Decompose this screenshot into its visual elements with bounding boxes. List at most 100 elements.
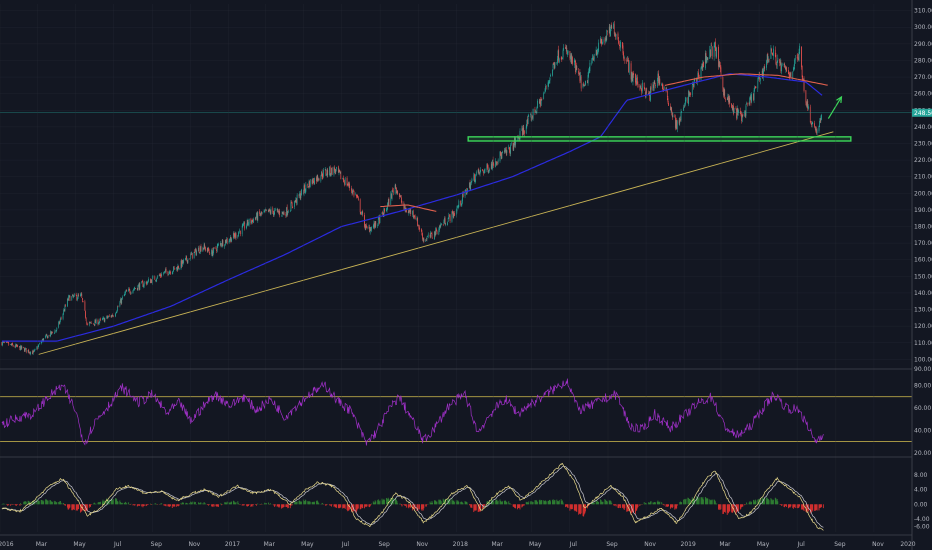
candle[interactable] bbox=[221, 240, 223, 246]
candle[interactable] bbox=[60, 318, 62, 319]
candle[interactable] bbox=[177, 265, 179, 271]
candle[interactable] bbox=[45, 335, 46, 338]
candle[interactable] bbox=[635, 74, 636, 83]
candle[interactable] bbox=[508, 146, 510, 150]
candle[interactable] bbox=[47, 335, 48, 339]
candle[interactable] bbox=[696, 78, 698, 83]
candle[interactable] bbox=[487, 164, 488, 168]
candle[interactable] bbox=[62, 313, 64, 319]
candle[interactable] bbox=[524, 130, 525, 134]
candle[interactable] bbox=[661, 84, 663, 86]
candle[interactable] bbox=[135, 288, 136, 289]
candle[interactable] bbox=[4, 342, 5, 343]
candle[interactable] bbox=[710, 49, 711, 58]
candle[interactable] bbox=[781, 63, 783, 65]
candle[interactable] bbox=[512, 142, 514, 150]
candle[interactable] bbox=[38, 343, 40, 345]
candle[interactable] bbox=[365, 225, 367, 229]
candle[interactable] bbox=[580, 75, 581, 81]
candle[interactable] bbox=[680, 111, 682, 121]
candle[interactable] bbox=[732, 106, 734, 110]
candle[interactable] bbox=[154, 276, 156, 280]
candle[interactable] bbox=[422, 238, 424, 241]
candle[interactable] bbox=[427, 234, 429, 237]
candle[interactable] bbox=[414, 215, 415, 217]
candle[interactable] bbox=[779, 60, 781, 65]
candle[interactable] bbox=[654, 81, 656, 84]
candle[interactable] bbox=[191, 252, 192, 255]
candle[interactable] bbox=[287, 212, 289, 215]
candle[interactable] bbox=[59, 320, 61, 324]
candle[interactable] bbox=[773, 48, 774, 57]
candle[interactable] bbox=[239, 230, 241, 235]
candle[interactable] bbox=[557, 58, 558, 64]
candle[interactable] bbox=[133, 289, 134, 291]
candle[interactable] bbox=[484, 169, 485, 173]
candle[interactable] bbox=[575, 60, 576, 73]
candle[interactable] bbox=[477, 169, 479, 173]
candle[interactable] bbox=[748, 103, 750, 105]
candle[interactable] bbox=[386, 208, 388, 211]
candle[interactable] bbox=[611, 26, 613, 29]
candle[interactable] bbox=[781, 65, 782, 72]
candle[interactable] bbox=[806, 101, 808, 107]
candle[interactable] bbox=[758, 76, 759, 80]
candle[interactable] bbox=[343, 180, 345, 182]
candle[interactable] bbox=[372, 226, 374, 228]
candle[interactable] bbox=[137, 285, 139, 291]
candle[interactable] bbox=[230, 236, 232, 243]
candle[interactable] bbox=[286, 206, 288, 215]
candle[interactable] bbox=[84, 301, 86, 311]
candle[interactable] bbox=[50, 331, 51, 337]
candle[interactable] bbox=[256, 213, 258, 221]
candle[interactable] bbox=[146, 282, 148, 284]
candle[interactable] bbox=[336, 167, 337, 169]
candle[interactable] bbox=[133, 288, 135, 290]
candle[interactable] bbox=[63, 309, 65, 314]
candle[interactable] bbox=[296, 198, 297, 203]
candle[interactable] bbox=[277, 209, 279, 211]
candle[interactable] bbox=[186, 260, 188, 263]
candle[interactable] bbox=[610, 24, 612, 28]
candle[interactable] bbox=[636, 77, 638, 84]
candle[interactable] bbox=[213, 247, 215, 249]
candle[interactable] bbox=[281, 211, 283, 215]
candle[interactable] bbox=[77, 294, 79, 299]
candle[interactable] bbox=[771, 52, 773, 55]
candle[interactable] bbox=[357, 197, 359, 200]
candle[interactable] bbox=[64, 305, 66, 311]
candle[interactable] bbox=[711, 45, 712, 47]
candle[interactable] bbox=[663, 86, 665, 89]
candle[interactable] bbox=[771, 49, 772, 52]
candle[interactable] bbox=[348, 183, 350, 186]
candle[interactable] bbox=[640, 86, 642, 89]
candle[interactable] bbox=[807, 100, 809, 109]
candle[interactable] bbox=[509, 147, 510, 150]
candle[interactable] bbox=[519, 130, 521, 140]
candle[interactable] bbox=[116, 311, 118, 313]
candle[interactable] bbox=[698, 72, 699, 77]
candle[interactable] bbox=[233, 233, 235, 236]
candle[interactable] bbox=[161, 273, 163, 277]
candle[interactable] bbox=[362, 211, 364, 215]
candle[interactable] bbox=[557, 50, 559, 59]
candle[interactable] bbox=[408, 210, 410, 214]
candle[interactable] bbox=[251, 220, 253, 221]
candle[interactable] bbox=[502, 151, 503, 153]
candle[interactable] bbox=[675, 120, 677, 129]
candle[interactable] bbox=[719, 61, 721, 65]
candle[interactable] bbox=[527, 118, 528, 125]
candle[interactable] bbox=[663, 89, 664, 90]
candle[interactable] bbox=[100, 318, 101, 320]
candle[interactable] bbox=[430, 232, 432, 234]
candle[interactable] bbox=[788, 70, 789, 74]
candle[interactable] bbox=[563, 47, 565, 50]
candle[interactable] bbox=[578, 73, 580, 74]
candle[interactable] bbox=[377, 225, 379, 226]
candle[interactable] bbox=[815, 129, 817, 131]
candle[interactable] bbox=[337, 166, 339, 173]
candle[interactable] bbox=[605, 37, 606, 42]
candle[interactable] bbox=[627, 59, 628, 61]
candle[interactable] bbox=[661, 84, 663, 85]
candle[interactable] bbox=[98, 323, 99, 325]
